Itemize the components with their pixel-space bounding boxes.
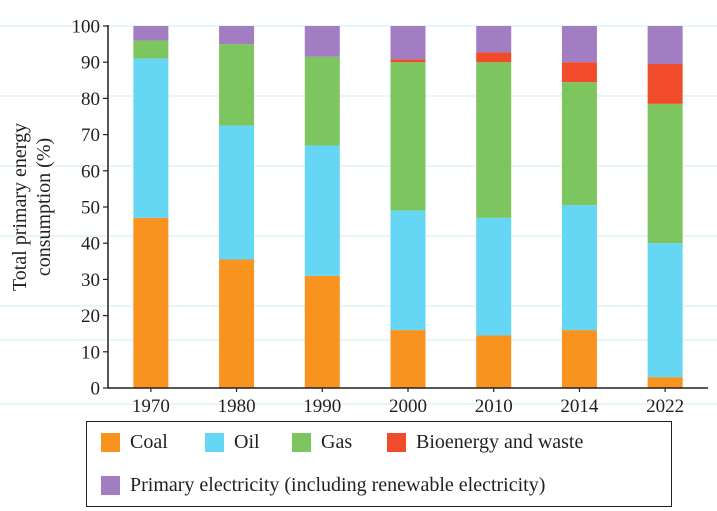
- bar-2022-primary: [647, 26, 683, 65]
- bar-1970-coal: [133, 217, 169, 388]
- bar-2022-oil: [647, 243, 683, 378]
- bar-1980-coal: [219, 259, 255, 388]
- legend-item-bioenergy: Bioenergy and waste: [387, 431, 583, 454]
- background-lines: [0, 25, 717, 405]
- legend-swatch-oil: [205, 433, 224, 452]
- legend-label-bioenergy: Bioenergy and waste: [416, 431, 584, 453]
- stacked-bar-chart: 0 10 20 30 40 50 60 70 80 90 100 1970 1980 1990 2000 2…: [0, 17, 717, 417]
- x-tick-label: 1980: [218, 396, 256, 417]
- legend-swatch-gas: [292, 433, 311, 452]
- bar-2022-gas: [647, 103, 683, 244]
- y-tick-label: 100: [72, 17, 101, 38]
- bar-2000-bioenergy: [390, 59, 426, 63]
- bar-2010-primary: [476, 26, 512, 53]
- x-tick-label: 2014: [560, 396, 599, 417]
- bar-2022-bioenergy: [647, 64, 683, 104]
- bar-2014-coal: [561, 330, 597, 388]
- y-axis-title-line-2: consumption (%): [33, 138, 55, 276]
- bar-2010-bioenergy: [476, 52, 512, 63]
- bar-2000-coal: [390, 330, 426, 388]
- legend-swatch-bioenergy: [387, 433, 406, 452]
- bar-1990-primary: [304, 26, 340, 57]
- legend-label-coal: Coal: [130, 431, 168, 453]
- bar-2000-gas: [390, 62, 426, 211]
- legend-swatch-primary-electricity: [101, 476, 120, 495]
- x-tick-label: 2000: [389, 396, 427, 417]
- y-axis-title-line-1: Total primary energy: [9, 123, 31, 291]
- bar-1970-primary: [133, 26, 169, 41]
- y-tick-label: 50: [81, 198, 100, 219]
- legend-item-oil: Oil: [205, 431, 260, 454]
- bar-2010-gas: [476, 62, 512, 218]
- y-tick-label: 30: [81, 270, 100, 291]
- y-tick-label: 20: [81, 306, 100, 327]
- bar-2014-primary: [561, 26, 597, 63]
- bar-1990-gas: [304, 56, 340, 146]
- y-tick-label: 0: [91, 379, 101, 400]
- x-tick-label: 1970: [132, 396, 170, 417]
- legend-item-primary-electricity: Primary electricity (including renewable…: [101, 474, 545, 497]
- bar-1980-oil: [219, 125, 255, 260]
- y-tick-label: 60: [81, 161, 100, 182]
- x-ticks: 1970 1980 1990 2000 2010 2014 2022: [132, 388, 684, 417]
- bar-2014-oil: [561, 205, 597, 331]
- bar-1970-oil: [133, 58, 169, 218]
- bar-1980-primary: [219, 26, 255, 45]
- x-tick-label: 2010: [475, 396, 513, 417]
- bar-2014-bioenergy: [561, 62, 597, 83]
- y-tick-label: 70: [81, 125, 100, 146]
- bar-2010-coal: [476, 335, 512, 388]
- legend: Coal Oil Gas Bioenergy and waste Primary…: [86, 421, 672, 507]
- y-tick-label: 90: [81, 53, 100, 74]
- legend-item-gas: Gas: [292, 431, 352, 454]
- bar-1990-coal: [304, 275, 340, 388]
- bar-1990-oil: [304, 145, 340, 276]
- legend-item-coal: Coal: [101, 431, 168, 454]
- legend-swatch-coal: [101, 433, 120, 452]
- y-ticks: 0 10 20 30 40 50 60 70 80 90 100: [72, 17, 108, 400]
- x-tick-label: 2022: [646, 396, 684, 417]
- y-tick-label: 80: [81, 89, 100, 110]
- bar-1970-gas: [133, 40, 169, 59]
- bar-2022-coal: [647, 377, 683, 388]
- bars: [133, 26, 683, 388]
- bar-2014-gas: [561, 82, 597, 206]
- bar-1980-gas: [219, 44, 255, 126]
- bar-2000-oil: [390, 210, 426, 331]
- bar-2000-primary: [390, 26, 426, 60]
- legend-label-oil: Oil: [234, 431, 260, 453]
- y-tick-label: 10: [81, 342, 100, 363]
- y-tick-label: 40: [81, 234, 100, 255]
- legend-label-primary-electricity: Primary electricity (including renewable…: [130, 474, 546, 496]
- bar-2010-oil: [476, 217, 512, 336]
- x-tick-label: 1990: [303, 396, 341, 417]
- legend-label-gas: Gas: [321, 431, 353, 453]
